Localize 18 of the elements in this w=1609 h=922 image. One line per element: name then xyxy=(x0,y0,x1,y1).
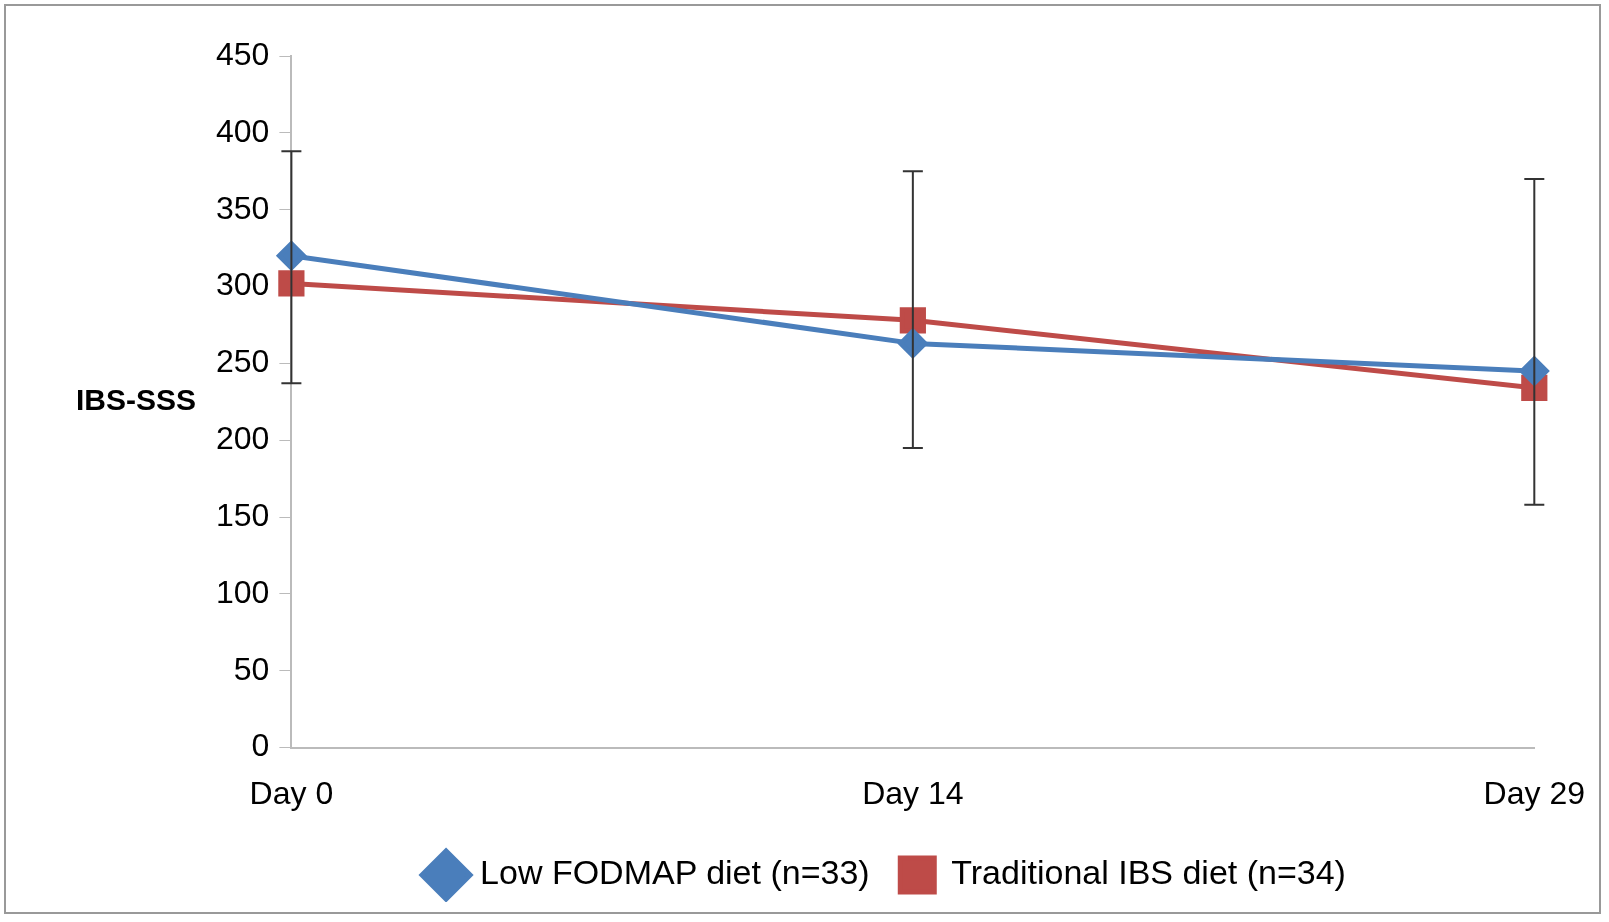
y-tick-label: 400 xyxy=(216,112,270,149)
y-tick-label: 200 xyxy=(216,420,270,457)
x-tick-label: Day 14 xyxy=(862,774,964,811)
x-tick-label: Day 0 xyxy=(249,774,334,811)
point xyxy=(899,307,926,334)
y-axis-title: IBS-SSS xyxy=(76,383,197,417)
y-tick-label: 50 xyxy=(233,650,270,687)
y-tick-label: 0 xyxy=(251,727,270,764)
y-tick-label: 150 xyxy=(216,496,270,533)
x-tick-label: Day 29 xyxy=(1483,774,1585,811)
legend-label: Traditional IBS diet (n=34) xyxy=(951,853,1346,892)
y-tick-label: 300 xyxy=(216,266,270,303)
y-tick-label: 350 xyxy=(216,189,270,226)
legend-label: Low FODMAP diet (n=33) xyxy=(480,853,870,892)
y-tick-label: 450 xyxy=(216,35,270,72)
y-tick-label: 100 xyxy=(216,573,270,610)
y-tick-label: 250 xyxy=(216,343,270,380)
point xyxy=(278,270,305,297)
